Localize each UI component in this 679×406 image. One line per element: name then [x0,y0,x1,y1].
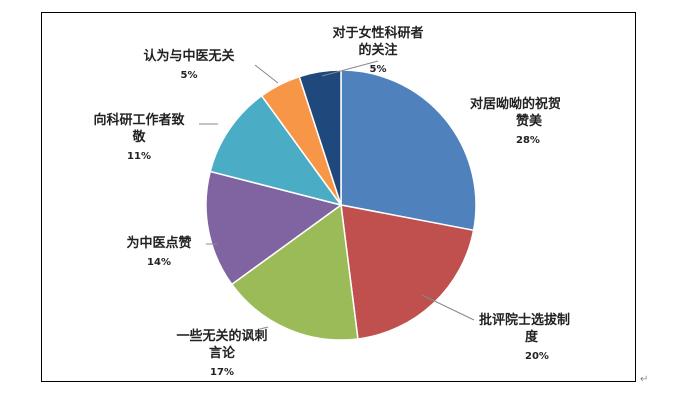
pie-slice [340,204,475,340]
slice-label: 对于女性科研者的关注 [332,25,423,58]
slice-percent-label: 5% [181,70,198,81]
pie-slice [209,94,343,207]
slice-label: 批评院士选拔制度 [479,312,570,345]
slice-label: 向科研工作者致敬 [93,112,185,145]
slice-percent-label: 11% [127,151,151,162]
pie-chart: 对居呦呦的祝贺赞美 28% 批评院士选拔制度 20% 一些无关的讽刺言论 17% 为中医点赞… [93,25,570,378]
slice-percent-label: 28% [516,135,540,146]
leader-line [259,326,269,330]
paragraph-return-mark: ↵ [640,374,649,385]
leader-line [254,64,279,84]
leader-line [321,60,379,77]
slice-label: 对居呦呦的祝贺赞美 [470,96,561,129]
slice-percent-label: 5% [370,64,387,75]
slice-label: 一些无关的讽刺言论 [176,328,267,361]
leader-line [421,294,475,321]
pie-slice [230,203,359,341]
slice-percent-label: 20% [525,351,549,362]
chart-frame: 对居呦呦的祝贺赞美 28% 批评院士选拔制度 20% 一些无关的讽刺言论 17% 为中医点赞… [41,12,636,382]
slice-percent-label: 14% [147,257,171,268]
pie-slice [205,170,343,286]
pie-slice [340,69,477,232]
slice-percent-label: 17% [210,367,234,378]
slice-label: 认为与中医无关 [143,48,234,64]
slice-label: 为中医点赞 [126,235,191,251]
pie-slice [298,69,342,206]
